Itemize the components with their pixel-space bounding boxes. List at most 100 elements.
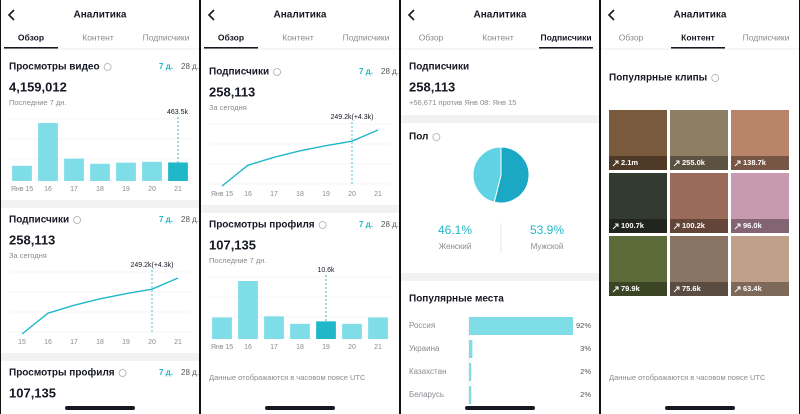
screen-title: Аналитика [274,10,327,21]
info-icon[interactable] [103,63,112,71]
x-tick-label: 19 [122,186,130,193]
clip-thumbnail[interactable] [609,236,667,296]
period-option[interactable]: 28 д. [181,368,199,377]
value-label: 249.2k(+4.3k) [131,262,174,269]
play-arrow-icon [612,160,619,167]
home-indicator [265,406,335,410]
screen-background [401,0,599,414]
tab[interactable]: Подписчики [540,32,591,42]
period-option[interactable]: 7 д. [159,62,173,71]
clip-views: 138.7k [743,158,767,167]
clip-thumbnail[interactable] [609,110,667,170]
info-icon[interactable] [711,74,720,82]
x-tick-label: 21 [374,344,382,351]
clip-thumbnail[interactable] [670,110,728,170]
x-tick-label: 16 [44,339,52,346]
total-value: 107,135 [209,237,256,252]
info-icon[interactable] [73,216,82,224]
phone-screen: Аналитика Обзор Контент Подписчики Просмотры… [1,0,199,414]
tab[interactable]: Контент [482,32,514,42]
period-option[interactable]: 7 д. [159,368,173,377]
period-option[interactable]: 7 д. [159,215,173,224]
x-tick-label: 18 [296,191,304,198]
period-option[interactable]: 28 д. [381,220,399,229]
x-tick-label: 19 [322,191,330,198]
clip-thumbnail[interactable] [670,173,728,233]
clip-views: 75.6k [682,284,702,293]
hbar [469,340,473,358]
total-value: 258,113 [409,79,455,94]
clip-thumbnail[interactable] [731,110,789,170]
phone-screen: Аналитика Обзор Контент Подписчики Популярны… [601,0,799,414]
caption: Последние 7 дн. [9,98,67,107]
bar [168,162,188,181]
hbar-value-label: 92% [576,321,591,330]
clip-views: 100.7k [621,221,645,230]
active-tab-underline [671,47,725,49]
pie-slice [493,146,530,204]
bar [142,161,162,181]
period-option[interactable]: 28 д. [181,62,199,71]
section-title: Пол [409,132,428,143]
period-option[interactable]: 7 д. [359,220,373,229]
home-indicator [665,406,735,410]
hbar-category: Украина [409,344,440,353]
tab[interactable]: Обзор [218,32,244,42]
info-icon[interactable] [118,369,127,377]
info-icon[interactable] [273,68,282,76]
footer-note: Данные отображаются в часовом поясе UTC [609,373,766,382]
line-series [21,277,179,335]
period-option[interactable]: 28 д. [381,67,399,76]
line-series [221,129,379,187]
x-tick-label: 20 [148,339,156,346]
clip-shade [670,156,728,170]
pie-legend-name: Женский [439,242,472,251]
hbar [469,386,472,404]
info-icon[interactable] [318,221,327,229]
caption: Последние 7 дн. [209,256,267,265]
phone-screen: Аналитика Обзор Контент Подписчики Подписчик… [401,0,599,414]
tab[interactable]: Обзор [419,32,444,42]
phone-screen: Аналитика Обзор Контент Подписчики Подписчик… [201,0,399,414]
play-arrow-icon [673,223,680,230]
value-label: 10.6k [317,267,335,274]
tab[interactable]: Подписчики [143,32,190,42]
hbar-value-label: 2% [580,367,591,376]
back-button[interactable] [7,9,15,21]
clip-thumbnail[interactable] [731,236,789,296]
section-title: Просмотры видео [9,62,100,73]
tab[interactable]: Контент [282,32,314,42]
info-icon[interactable] [432,133,441,141]
screen-title: Аналитика [674,10,727,21]
section-title: Популярные клипы [609,73,707,84]
tab[interactable]: Подписчики [743,32,790,42]
clip-thumbnail[interactable] [609,173,667,233]
back-button[interactable] [207,9,215,21]
x-tick-label: 20 [348,344,356,351]
play-arrow-icon [612,223,619,230]
active-tab-underline [539,47,593,49]
x-tick-label: 17 [270,344,278,351]
hbar-category: Россия [409,321,435,330]
tab[interactable]: Обзор [18,32,44,42]
bar [64,158,84,181]
tab[interactable]: Подписчики [343,32,390,42]
period-option[interactable]: 28 д. [181,215,199,224]
clip-thumbnail[interactable] [670,236,728,296]
x-tick-label: 17 [70,186,78,193]
x-tick-label: Янв 15 [211,191,233,198]
play-arrow-icon [734,223,741,230]
back-button[interactable] [607,9,615,21]
clip-views: 63.4k [743,284,763,293]
back-button[interactable] [407,9,415,21]
clip-thumbnail[interactable] [731,173,789,233]
section-title: Подписчики [209,67,269,78]
tab[interactable]: Контент [82,32,114,42]
x-tick-label: 19 [322,344,330,351]
caption: +56,671 против Янв 08: Янв 15 [409,98,516,107]
bar [316,321,336,339]
tab[interactable]: Обзор [619,32,644,42]
tab[interactable]: Контент [681,32,715,42]
period-option[interactable]: 7 д. [359,67,373,76]
clip-views: 255.0k [682,158,706,167]
